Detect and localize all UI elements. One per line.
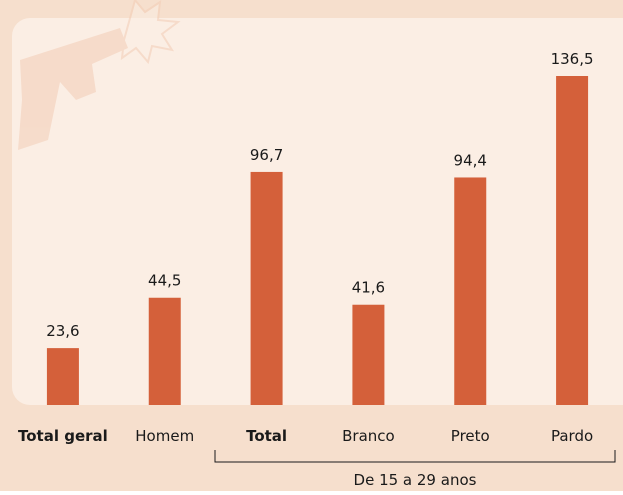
bar bbox=[352, 304, 385, 405]
value-label: 44,5 bbox=[148, 272, 181, 290]
value-label: 94,4 bbox=[454, 151, 487, 169]
bar bbox=[556, 76, 589, 405]
bar bbox=[46, 348, 79, 405]
bar bbox=[454, 177, 487, 405]
x-tick-label: Homem bbox=[135, 427, 194, 445]
value-label: 23,6 bbox=[46, 322, 79, 340]
x-tick-label: Total bbox=[246, 427, 287, 445]
bar bbox=[250, 171, 283, 405]
gun-icon bbox=[18, 0, 181, 150]
x-tick-label: Branco bbox=[342, 427, 395, 445]
bar bbox=[148, 297, 181, 405]
x-tick-label: Preto bbox=[451, 427, 490, 445]
value-label: 136,5 bbox=[551, 50, 594, 68]
panel bbox=[12, 18, 623, 405]
value-label: 96,7 bbox=[250, 146, 283, 164]
x-tick-label: Pardo bbox=[551, 427, 593, 445]
x-tick-label: Total geral bbox=[18, 427, 108, 445]
group-bracket bbox=[214, 450, 616, 463]
value-label: 41,6 bbox=[352, 279, 385, 297]
group-label: De 15 a 29 anos bbox=[354, 471, 477, 489]
